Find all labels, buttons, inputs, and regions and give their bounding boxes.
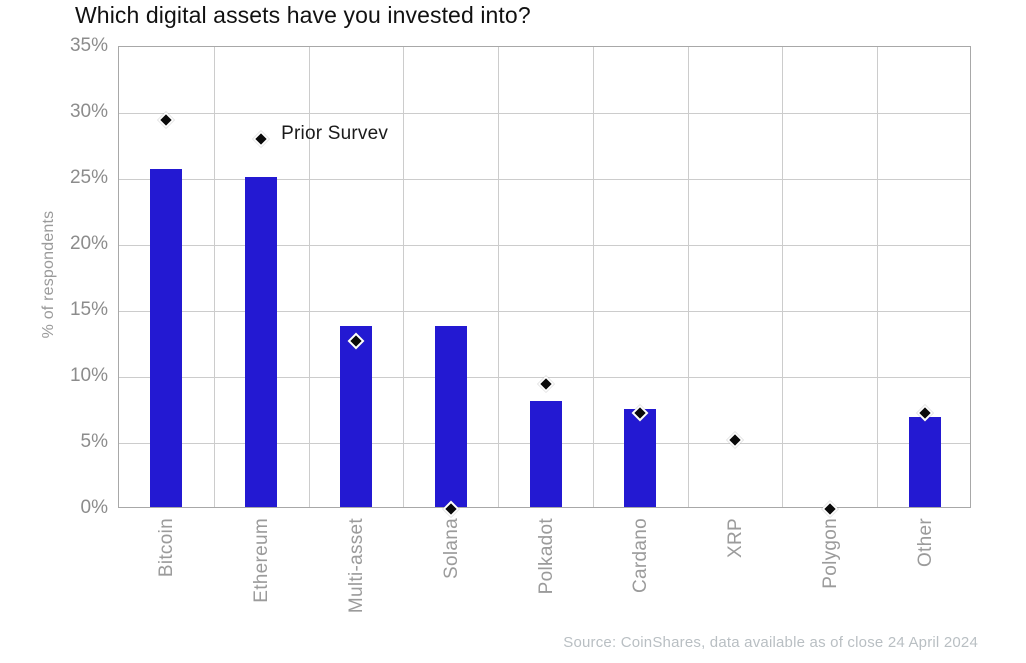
x-axis-label: Multi-asset xyxy=(346,518,368,618)
bar-multi-asset xyxy=(339,326,372,507)
x-axis-label-text: Solana xyxy=(440,518,462,579)
gridline-vertical xyxy=(308,47,310,507)
chart-title: Which digital assets have you invested i… xyxy=(75,2,531,28)
plot-area xyxy=(118,46,971,518)
x-axis-label-text: Other xyxy=(914,518,936,568)
gridline-vertical xyxy=(213,47,215,507)
gridline-horizontal xyxy=(119,245,970,246)
x-axis-label: Solana xyxy=(441,518,463,584)
gridline-vertical xyxy=(782,47,784,507)
x-axis-label-text: Cardano xyxy=(630,518,652,593)
bar-bitcoin xyxy=(150,169,183,507)
gridline-vertical xyxy=(687,47,689,507)
prior-marker-xrp xyxy=(726,431,744,449)
y-axis-title: % of respondents xyxy=(40,211,58,344)
y-tick-label: 0% xyxy=(80,497,108,518)
prior-marker-ethereum xyxy=(252,130,270,148)
bar-ethereum xyxy=(245,177,278,507)
y-tick-label: 20% xyxy=(69,233,108,254)
gridline-vertical xyxy=(403,47,405,507)
x-axis-label: Other xyxy=(915,518,937,572)
gridline-vertical xyxy=(877,47,879,507)
gridline-horizontal xyxy=(119,311,970,312)
bar-other xyxy=(908,417,941,507)
y-tick-label: 30% xyxy=(69,101,108,122)
bar-solana xyxy=(434,326,467,507)
x-axis-label: Ethereum xyxy=(251,518,273,608)
prior-survey-annotation: Prior Survev xyxy=(281,123,389,145)
gridline-horizontal xyxy=(119,113,970,114)
y-tick-label: 25% xyxy=(69,167,108,188)
bar-polkadot xyxy=(529,401,562,507)
y-tick-label: 35% xyxy=(69,35,108,56)
gridline-vertical xyxy=(498,47,500,507)
source-attribution: Source: CoinShares, data available as of… xyxy=(563,634,978,651)
y-tick-label: 15% xyxy=(69,299,108,320)
x-axis-label: Bitcoin xyxy=(156,518,178,582)
bar-cardano xyxy=(624,409,657,507)
gridline-horizontal xyxy=(119,179,970,180)
x-axis-label-text: XRP xyxy=(725,518,747,558)
x-axis-label-text: Polkadot xyxy=(535,518,557,595)
x-axis-label-text: Ethereum xyxy=(251,518,273,603)
x-axis-label-text: Bitcoin xyxy=(156,518,178,578)
y-tick-label: 10% xyxy=(69,365,108,386)
x-axis-label: XRP xyxy=(725,518,747,563)
gridline-vertical xyxy=(592,47,594,507)
x-axis-label-text: Multi-asset xyxy=(345,518,367,614)
x-axis-label: Cardano xyxy=(630,518,652,598)
y-tick-label: 5% xyxy=(80,431,108,452)
x-axis-label: Polkadot xyxy=(536,518,558,599)
prior-marker-polygon xyxy=(821,500,839,518)
x-axis-label: Polygon xyxy=(820,518,842,594)
x-axis-label-text: Polygon xyxy=(819,518,841,589)
